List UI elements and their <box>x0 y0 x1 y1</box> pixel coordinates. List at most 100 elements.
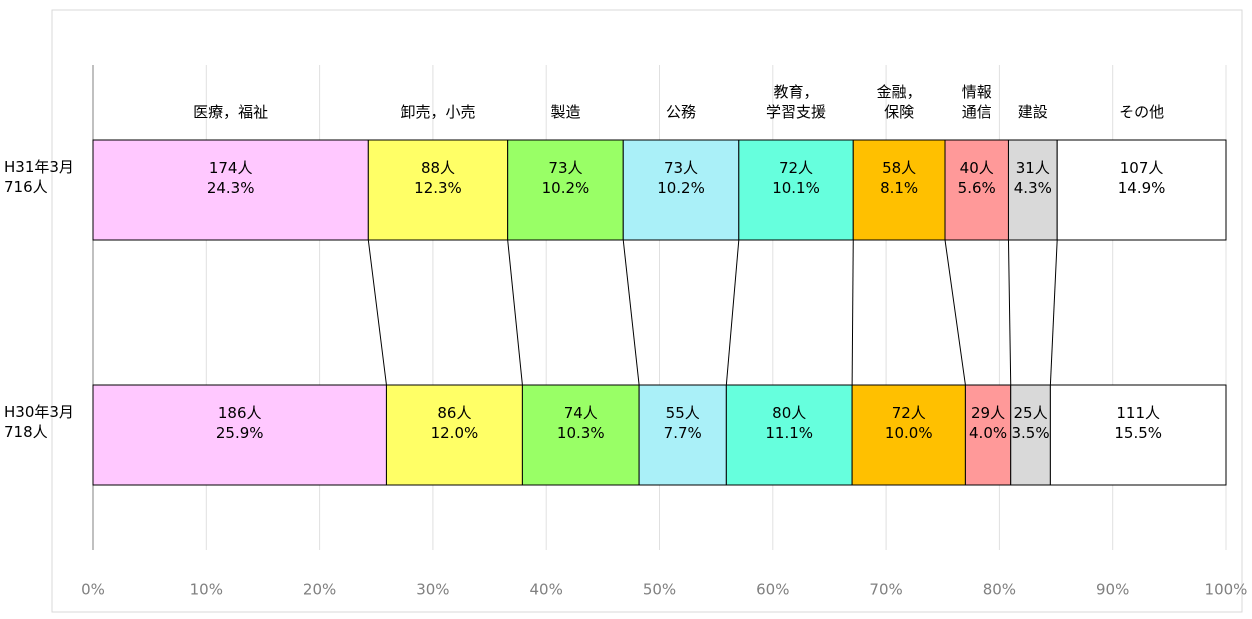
count-label: 88人 <box>420 159 456 177</box>
x-tick-label: 60% <box>756 581 789 599</box>
percent-label: 10.2% <box>541 179 590 197</box>
data-label: 86人 12.0% <box>431 403 479 443</box>
data-label: 31人 4.3% <box>1014 158 1052 198</box>
x-tick-label: 100% <box>1205 581 1248 599</box>
x-tick-label: 0% <box>81 581 105 599</box>
x-tick-label: 90% <box>1096 581 1129 599</box>
count-label: 174人 <box>208 159 253 177</box>
percent-label: 12.0% <box>430 424 479 442</box>
percent-label: 7.7% <box>663 424 702 442</box>
data-label: 174人 24.3% <box>207 158 255 198</box>
connector <box>507 239 523 386</box>
count-label: 73人 <box>663 159 699 177</box>
count-label: 29人 <box>971 404 1006 422</box>
count-label: 107人 <box>1119 159 1164 177</box>
percent-label: 4.0% <box>969 424 1008 442</box>
data-label: 73人 10.2% <box>542 158 590 198</box>
count-label: 72人 <box>891 404 926 422</box>
bar-segment <box>92 139 369 241</box>
y-tick-label: H31年3月 716人 <box>4 158 74 196</box>
bar-segment <box>1056 139 1227 241</box>
count-label: 25人 <box>1013 404 1048 422</box>
legend-label: 建設 <box>1017 103 1048 121</box>
count-label: 73人 <box>548 159 583 177</box>
count-label: 111人 <box>1116 404 1160 422</box>
connector <box>1007 239 1012 386</box>
bar-segment <box>738 139 854 241</box>
x-tick-label: 40% <box>530 581 563 599</box>
percent-label: 11.1% <box>765 424 814 442</box>
data-label: 40人 5.6% <box>958 158 996 198</box>
bar-segment <box>851 384 966 486</box>
bar-segment <box>385 384 523 486</box>
legend-label: 医療，福祉 <box>193 103 269 121</box>
bar-segment <box>1049 384 1227 486</box>
bar-segment <box>1010 384 1051 486</box>
count-label: 40人 <box>959 159 994 177</box>
count-label: 58人 <box>882 159 917 177</box>
data-label: 80人 11.1% <box>765 403 813 443</box>
percent-label: 10.2% <box>657 179 705 197</box>
percent-label: 8.1% <box>880 179 919 197</box>
legend-label: その他 <box>1119 103 1165 121</box>
legend-label: 卸売，小売 <box>400 103 476 121</box>
bar-segment <box>92 384 387 486</box>
data-label: 111人 15.5% <box>1114 403 1162 443</box>
bar-segment <box>944 139 1009 241</box>
count-label: 72人 <box>778 159 814 177</box>
bar-segment <box>367 139 509 241</box>
bar-segment <box>521 384 640 486</box>
bar-segment <box>622 139 740 241</box>
connector <box>1049 239 1058 386</box>
percent-label: 4.3% <box>1013 179 1052 197</box>
data-label: 88人 12.3% <box>414 158 462 198</box>
bar-segment <box>964 384 1012 486</box>
count-label: 31人 <box>1015 159 1050 177</box>
legend-label: 情報 通信 <box>961 83 992 121</box>
percent-label: 12.3% <box>414 179 462 197</box>
bar-segment <box>507 139 624 241</box>
count-label: 74人 <box>563 404 598 422</box>
percent-label: 10.3% <box>556 424 605 442</box>
x-tick-label: 20% <box>303 581 336 599</box>
connector <box>944 239 966 386</box>
data-label: 55人 7.7% <box>664 403 702 443</box>
legend-label: 教育， 学習支援 <box>766 83 827 121</box>
connector <box>851 239 854 386</box>
x-tick-label: 10% <box>190 581 223 599</box>
count-label: 186人 <box>217 404 262 422</box>
percent-label: 10.1% <box>772 179 820 197</box>
legend-label: 公務 <box>666 103 697 121</box>
data-label: 107人 14.9% <box>1118 158 1166 198</box>
data-label: 58人 8.1% <box>880 158 918 198</box>
x-tick-label: 30% <box>416 581 449 599</box>
percent-label: 24.3% <box>206 179 255 197</box>
bar-segment <box>852 139 946 241</box>
percent-label: 14.9% <box>1117 179 1166 197</box>
count-label: 86人 <box>437 404 472 422</box>
data-label: 72人 10.0% <box>885 403 933 443</box>
data-label: 25人 3.5% <box>1011 403 1049 443</box>
percent-label: 10.0% <box>884 424 933 442</box>
percent-label: 25.9% <box>215 424 264 442</box>
legend-label: 製造 <box>550 103 581 121</box>
percent-label: 15.5% <box>1114 424 1163 442</box>
bar-segment <box>725 384 853 486</box>
connector <box>622 239 640 386</box>
data-label: 29人 4.0% <box>969 403 1007 443</box>
connector <box>367 239 387 386</box>
percent-label: 5.6% <box>957 179 996 197</box>
count-label: 80人 <box>772 404 807 422</box>
data-label: 186人 25.9% <box>216 403 264 443</box>
percent-label: 3.5% <box>1011 424 1050 442</box>
data-label: 72人 10.1% <box>772 158 820 198</box>
x-tick-label: 70% <box>869 581 902 599</box>
count-label: 55人 <box>665 404 700 422</box>
frame <box>51 9 1243 613</box>
legend-label: 金融， 保険 <box>876 83 922 121</box>
x-tick-label: 50% <box>643 581 676 599</box>
bar-segment <box>638 384 727 486</box>
connector <box>725 239 740 386</box>
